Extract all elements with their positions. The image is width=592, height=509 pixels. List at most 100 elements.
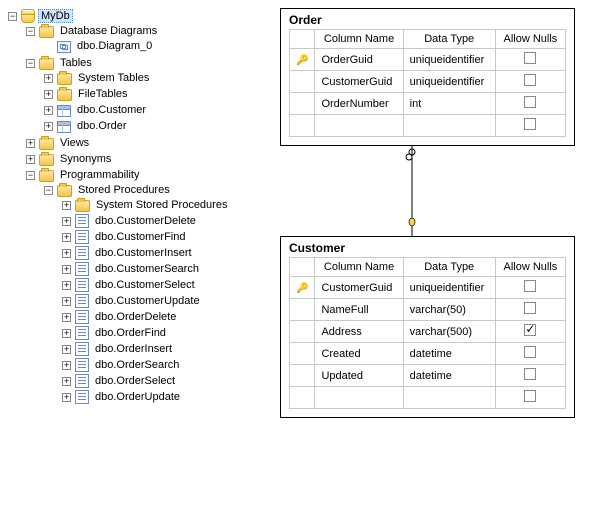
table-row[interactable]: Createddatetime [290,343,566,365]
column-header[interactable]: Column Name [315,258,403,277]
folder-views[interactable]: Views [57,136,92,150]
folder-programmability[interactable]: Programmability [57,168,142,182]
tree-expander[interactable]: + [62,313,71,322]
customer-table-panel[interactable]: CustomerColumn NameData TypeAllow Nulls🔑… [280,236,575,418]
stored-procedure[interactable]: dbo.OrderSearch [92,358,182,372]
column-header[interactable]: Data Type [403,258,495,277]
order-table-panel[interactable]: OrderColumn NameData TypeAllow Nulls🔑Ord… [280,8,575,146]
data-type-cell[interactable]: int [403,93,495,115]
tree-expander[interactable]: + [62,201,71,210]
diagram-node[interactable]: dbo.Diagram_0 [74,39,155,53]
column-header[interactable]: Column Name [315,30,403,49]
allow-nulls-checkbox[interactable] [524,280,536,292]
tree-expander[interactable]: + [44,106,53,115]
allow-nulls-cell[interactable] [495,299,565,321]
allow-nulls-cell[interactable] [495,93,565,115]
folder-system-tables[interactable]: System Tables [75,71,152,85]
order-grid[interactable]: Column NameData TypeAllow Nulls🔑OrderGui… [289,29,566,137]
table-row-empty[interactable] [290,115,566,137]
stored-procedure[interactable]: dbo.CustomerFind [92,230,189,244]
allow-nulls-checkbox[interactable] [524,96,536,108]
tree-expander[interactable]: + [62,281,71,290]
column-name-cell[interactable]: OrderGuid [315,49,403,71]
allow-nulls-checkbox[interactable] [524,368,536,380]
data-type-cell[interactable]: uniqueidentifier [403,49,495,71]
table-customer[interactable]: dbo.Customer [74,103,149,117]
allow-nulls-cell[interactable] [495,277,565,299]
tree-expander[interactable]: + [44,122,53,131]
tree-expander[interactable]: + [62,377,71,386]
allow-nulls-cell[interactable] [495,71,565,93]
allow-nulls-cell[interactable] [495,49,565,71]
table-row[interactable]: CustomerGuiduniqueidentifier [290,71,566,93]
stored-procedure[interactable]: dbo.CustomerUpdate [92,294,203,308]
tree-expander[interactable]: + [62,345,71,354]
tree-expander[interactable]: + [62,217,71,226]
folder-database-diagrams[interactable]: Database Diagrams [57,24,160,38]
allow-nulls-cell[interactable] [495,365,565,387]
allow-nulls-checkbox[interactable] [524,74,536,86]
allow-nulls-checkbox[interactable] [524,390,536,402]
db-node[interactable]: MyDb [38,9,73,23]
tree-expander[interactable]: − [26,171,35,180]
column-header[interactable]: Data Type [403,30,495,49]
object-explorer-tree[interactable]: −MyDb−Database Diagramsdbo.Diagram_0−Tab… [8,8,268,408]
allow-nulls-checkbox[interactable] [524,118,536,130]
tree-expander[interactable]: − [8,12,17,21]
column-header[interactable]: Allow Nulls [495,258,565,277]
folder-tables[interactable]: Tables [57,56,95,70]
table-row[interactable]: 🔑CustomerGuiduniqueidentifier [290,277,566,299]
column-name-cell[interactable]: CustomerGuid [315,71,403,93]
tree-expander[interactable]: + [26,155,35,164]
stored-procedure[interactable]: dbo.OrderFind [92,326,169,340]
data-type-cell[interactable]: uniqueidentifier [403,277,495,299]
stored-procedure[interactable]: dbo.OrderInsert [92,342,175,356]
tree-expander[interactable]: + [44,74,53,83]
allow-nulls-checkbox[interactable] [524,346,536,358]
stored-procedure[interactable]: dbo.OrderDelete [92,310,179,324]
tree-expander[interactable]: + [62,297,71,306]
data-type-cell[interactable]: varchar(500) [403,321,495,343]
table-row[interactable]: Addressvarchar(500) [290,321,566,343]
stored-procedure[interactable]: dbo.CustomerInsert [92,246,195,260]
tree-expander[interactable]: + [44,90,53,99]
column-name-cell[interactable]: CustomerGuid [315,277,403,299]
tree-expander[interactable]: + [62,329,71,338]
allow-nulls-checkbox[interactable] [524,52,536,64]
tree-expander[interactable]: − [26,27,35,36]
tree-expander[interactable]: − [44,186,53,195]
stored-procedure[interactable]: dbo.CustomerDelete [92,214,199,228]
table-row[interactable]: Updateddatetime [290,365,566,387]
column-name-cell[interactable]: Updated [315,365,403,387]
stored-procedure[interactable]: dbo.OrderSelect [92,374,178,388]
table-row-empty[interactable] [290,387,566,409]
table-row[interactable]: 🔑OrderGuiduniqueidentifier [290,49,566,71]
stored-procedure[interactable]: dbo.CustomerSearch [92,262,202,276]
folder-stored-procedures[interactable]: Stored Procedures [75,183,173,197]
tree-expander[interactable] [44,42,53,51]
data-type-cell[interactable]: datetime [403,343,495,365]
customer-grid[interactable]: Column NameData TypeAllow Nulls🔑Customer… [289,257,566,409]
table-order[interactable]: dbo.Order [74,119,130,133]
folder-synonyms[interactable]: Synonyms [57,152,114,166]
data-type-cell[interactable]: datetime [403,365,495,387]
data-type-cell[interactable]: varchar(50) [403,299,495,321]
data-type-cell[interactable]: uniqueidentifier [403,71,495,93]
column-name-cell[interactable]: NameFull [315,299,403,321]
table-row[interactable]: OrderNumberint [290,93,566,115]
tree-expander[interactable]: + [62,249,71,258]
column-name-cell[interactable]: Address [315,321,403,343]
stored-procedure[interactable]: dbo.OrderUpdate [92,390,183,404]
tree-expander[interactable]: + [62,233,71,242]
table-row[interactable]: NameFullvarchar(50) [290,299,566,321]
column-name-cell[interactable]: Created [315,343,403,365]
tree-expander[interactable]: − [26,59,35,68]
tree-expander[interactable]: + [62,393,71,402]
stored-procedure[interactable]: dbo.CustomerSelect [92,278,198,292]
folder-file-tables[interactable]: FileTables [75,87,131,101]
allow-nulls-cell[interactable] [495,321,565,343]
allow-nulls-checkbox[interactable] [524,324,536,336]
allow-nulls-cell[interactable] [495,343,565,365]
allow-nulls-checkbox[interactable] [524,302,536,314]
column-name-cell[interactable]: OrderNumber [315,93,403,115]
